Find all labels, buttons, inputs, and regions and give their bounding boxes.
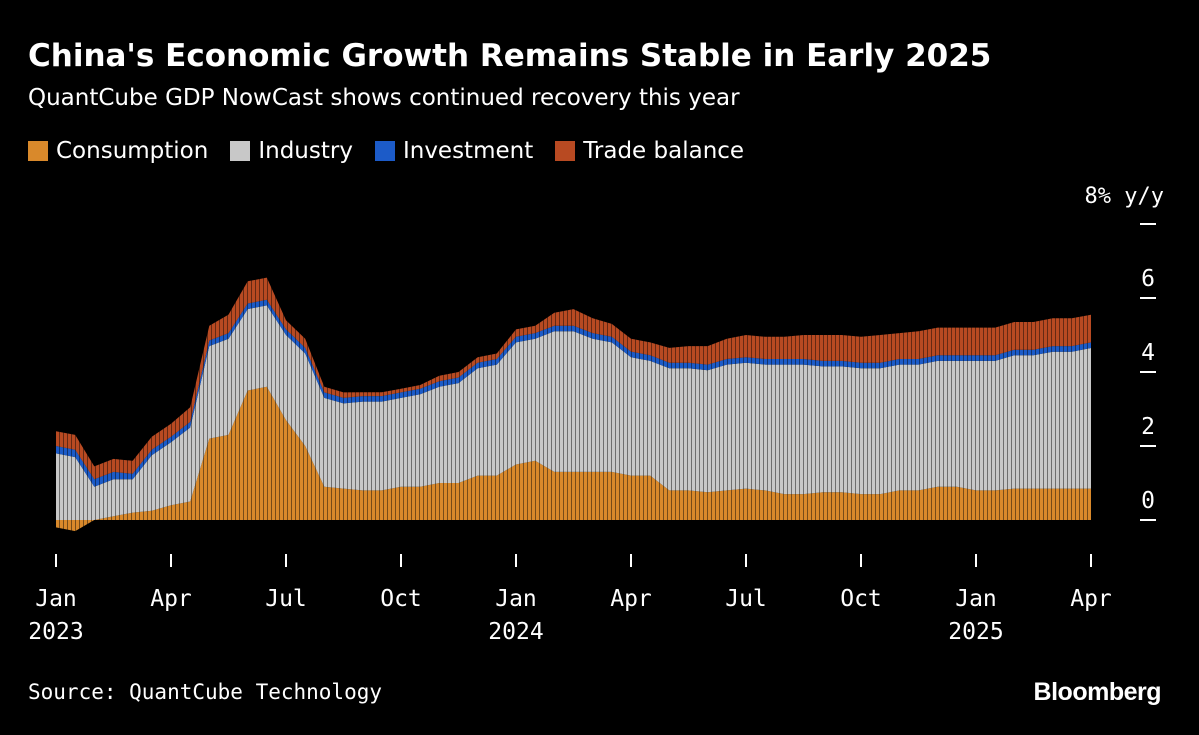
y-tick-label: 2: [1141, 414, 1155, 440]
x-tick-label: Oct: [840, 586, 882, 612]
legend-item-investment: Investment: [374, 138, 534, 164]
y-tick-label: 6: [1141, 266, 1155, 292]
stacked-area-chart: 8% y/y 0 2 4 6 Jan 2023 Apr Jul Oct Jan 2024 Apr Jul…: [28, 184, 1164, 645]
legend-swatch-consumption: [28, 141, 48, 161]
y-tick-label: 0: [1141, 488, 1155, 514]
x-tick-year-label: 2025: [948, 619, 1003, 645]
legend-swatch-investment: [374, 141, 395, 161]
legend-label-consumption: Consumption: [56, 138, 209, 164]
x-tick-label: Apr: [610, 586, 652, 612]
legend: Consumption Industry Investment Trade ba…: [28, 138, 766, 164]
x-tick-label: Jan: [35, 586, 77, 612]
chart-title: China's Economic Growth Remains Stable i…: [28, 38, 992, 74]
source-note: Source: QuantCube Technology: [28, 680, 383, 704]
x-tick-label: Jan: [955, 586, 997, 612]
x-tick-label: Apr: [150, 586, 192, 612]
x-tick-label: Apr: [1070, 586, 1112, 612]
legend-label-industry: Industry: [258, 138, 353, 164]
hatch-overlay: [56, 224, 1091, 557]
y-tick-label: 4: [1141, 340, 1155, 366]
legend-item-industry: Industry: [230, 138, 353, 164]
legend-swatch-trade-balance: [555, 141, 576, 161]
y-axis-unit-label: 8% y/y: [1085, 184, 1164, 209]
legend-label-investment: Investment: [402, 138, 534, 164]
legend-swatch-industry: [230, 141, 251, 161]
x-tick-label: Oct: [380, 586, 422, 612]
x-tick-label: Jul: [265, 586, 307, 612]
x-tick-label: Jul: [725, 586, 767, 612]
legend-item-trade-balance: Trade balance: [555, 138, 744, 164]
x-tick-label: Jan: [495, 586, 537, 612]
x-tick-year-label: 2023: [28, 619, 83, 645]
x-tick-year-label: 2024: [488, 619, 543, 645]
bloomberg-logo: Bloomberg: [1033, 678, 1162, 706]
x-axis: Jan 2023 Apr Jul Oct Jan 2024 Apr Jul Oct Jan 2025 A…: [28, 554, 1112, 645]
y-axis: 8% y/y 0 2 4 6: [1085, 184, 1164, 521]
legend-item-consumption: Consumption: [28, 138, 208, 164]
legend-label-trade-balance: Trade balance: [583, 138, 745, 164]
chart-subtitle: QuantCube GDP NowCast shows continued re…: [28, 85, 740, 111]
